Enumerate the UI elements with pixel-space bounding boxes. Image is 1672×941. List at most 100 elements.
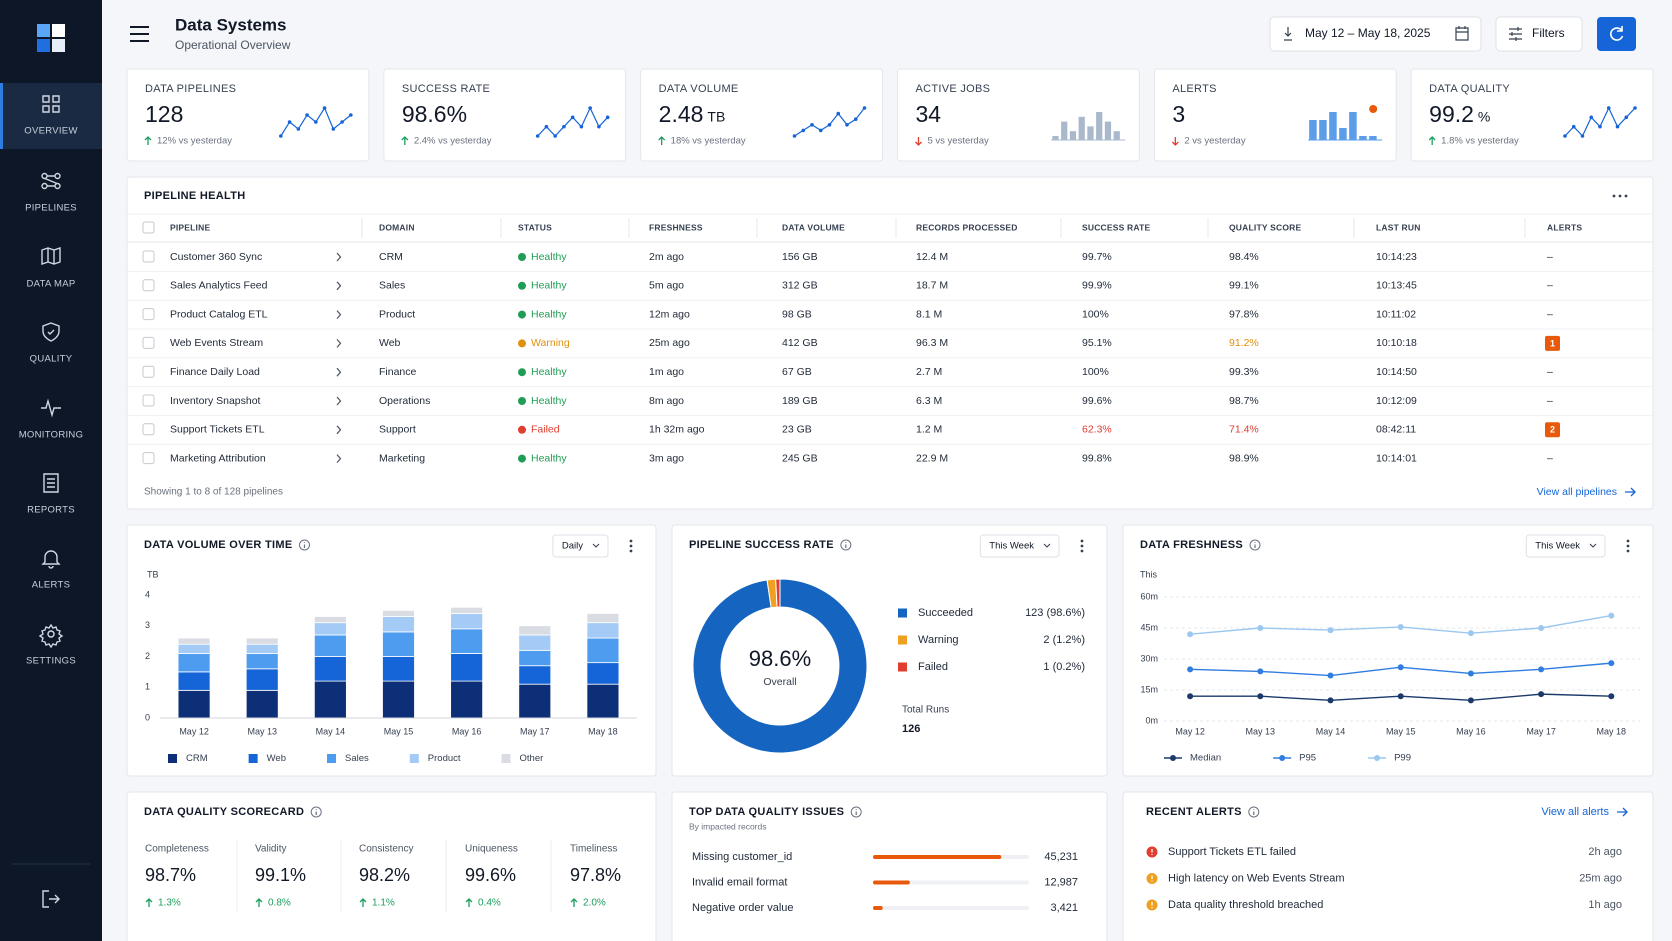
dropdown[interactable] [552,534,609,558]
dropdown[interactable]: This Week [1525,534,1606,558]
expand-chevron[interactable] [336,252,342,262]
spark-point [579,124,584,129]
pipeline-name[interactable]: Web Events Stream [170,337,263,349]
panel-title: DATA QUALITY SCORECARD [144,806,304,818]
more-button[interactable] [1626,549,1630,553]
spark-point [862,106,867,110]
expand-chevron[interactable] [336,339,342,348]
pipeline-name[interactable]: Support Tickets ETL [170,424,265,436]
bar-segment [245,689,279,719]
dropdown[interactable] [1525,534,1606,558]
status-label: Healthy [531,366,567,378]
expand-chevron[interactable] [336,425,342,435]
checkbox[interactable] [142,394,155,407]
pipeline-name[interactable]: Customer 360 Sync [170,251,262,263]
nav-item[interactable] [0,537,102,603]
table-cell: 99.1% [1229,280,1259,292]
more-button[interactable] [1080,539,1084,543]
table-cell: 99.9% [1082,280,1112,292]
line-point [1467,670,1474,677]
alert-text[interactable]: Support Tickets ETL failed [1168,846,1296,858]
bar [873,906,883,910]
nav-item[interactable] [0,311,102,377]
metric-delta: 2.0% [583,898,606,909]
panel [1122,791,1654,941]
alert-text[interactable]: High latency on Web Events Stream [1168,872,1345,884]
view-all-link[interactable]: View all alerts [1541,806,1609,818]
logout-icon[interactable] [42,890,60,908]
kpi-value: 98.6% [402,101,467,127]
line-point [1608,693,1615,700]
checkbox[interactable] [142,336,155,349]
spark-bar [1052,136,1059,140]
more-button[interactable] [1618,194,1622,198]
checkbox[interactable] [142,279,155,292]
checkbox[interactable] [142,308,155,321]
checkbox[interactable] [142,452,155,465]
more-button[interactable] [629,539,633,543]
spark-bar [1369,136,1377,140]
issue-label: Invalid email format [692,876,787,888]
x-tick-label: May 13 [247,726,277,736]
more-button[interactable] [1626,544,1630,548]
pipeline-name[interactable]: Finance Daily Load [170,366,260,378]
expand-chevron[interactable] [336,367,342,377]
spark-point [1589,115,1594,120]
dropdown[interactable] [979,534,1060,558]
line-point [1397,664,1404,671]
nav-item[interactable] [0,387,102,453]
bar-segment [382,616,415,633]
kpi-label: ALERTS [1172,83,1216,95]
legend-label: Product [428,753,461,764]
pipeline-name[interactable]: Inventory Snapshot [170,395,261,407]
spark-point [605,115,610,120]
expand-chevron[interactable] [336,310,342,319]
more-button[interactable] [1080,544,1084,548]
filters-button[interactable] [1495,16,1583,52]
axis-label: This [1140,569,1158,579]
checkbox[interactable] [142,250,155,263]
table-cell: 6.3 M [916,395,942,407]
more-button[interactable] [1612,194,1616,198]
logo [52,39,65,52]
spark-point [588,106,592,110]
pipeline-name[interactable]: Marketing Attribution [170,452,266,464]
spark-point [331,127,336,131]
refresh-button[interactable] [1597,17,1636,51]
nav-item[interactable] [0,462,102,528]
nav-item[interactable] [0,160,102,226]
date-picker[interactable] [1269,16,1482,52]
panel [1410,68,1654,162]
view-all-link[interactable]: View all pipelines [1537,486,1617,498]
more-button[interactable] [629,544,633,548]
checkbox[interactable] [142,221,155,234]
dropdown[interactable]: Daily [552,534,609,558]
pipeline-name[interactable]: Sales Analytics Feed [170,280,268,292]
line-point [1257,693,1264,700]
more-button[interactable] [1624,194,1628,198]
nav-active [0,83,102,149]
nav-item[interactable] [0,236,102,302]
data-label: 45,231 [1044,851,1078,863]
expand-chevron[interactable] [336,281,342,291]
more-button[interactable] [1626,539,1630,543]
expand-chevron[interactable] [336,454,342,463]
expand-chevron[interactable] [336,396,342,406]
checkbox[interactable] [142,423,155,436]
pipeline-name[interactable]: Product Catalog ETL [170,308,268,320]
alert-text[interactable]: Data quality threshold breached [1168,899,1323,911]
checkbox[interactable] [142,365,155,378]
more-button[interactable] [629,549,633,553]
spark-bar [1113,131,1120,140]
nav-label: QUALITY [30,354,73,365]
dropdown[interactable]: This Week [979,534,1060,558]
menu-button[interactable] [130,26,149,42]
link-arrow [1617,807,1628,817]
spark-point [1563,134,1567,138]
bar-segment [382,680,415,719]
line-point [1538,625,1545,631]
table-cell: – [1547,280,1553,292]
nav-item[interactable] [0,83,102,149]
table-cell: – [1547,366,1553,378]
more-button[interactable] [1080,549,1084,553]
